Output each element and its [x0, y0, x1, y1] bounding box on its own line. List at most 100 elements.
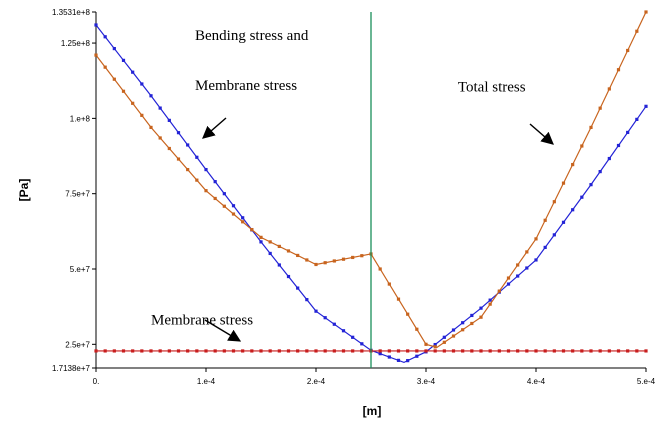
series-point: [140, 82, 144, 86]
series-point: [396, 297, 401, 301]
series-point: [378, 349, 382, 353]
series-point: [259, 349, 263, 353]
series-point: [396, 349, 401, 353]
series-point: [250, 349, 254, 353]
series-point: [231, 212, 236, 216]
series-point: [277, 263, 281, 267]
series-point: [589, 183, 593, 187]
series-point: [314, 349, 318, 353]
series-point: [176, 131, 181, 135]
series-point: [103, 349, 107, 353]
series-point: [424, 342, 428, 346]
series-point: [250, 227, 254, 232]
series-point: [103, 65, 107, 69]
series-point: [131, 70, 135, 74]
series-point: [607, 156, 611, 161]
series-point: [360, 254, 364, 258]
annotation-arrow: [529, 123, 554, 145]
series-point: [626, 130, 630, 135]
series-point: [296, 349, 300, 353]
series-point: [451, 334, 456, 338]
annotation-text: Membrane stress: [151, 313, 253, 329]
series-point: [158, 349, 162, 353]
series-point: [589, 349, 593, 353]
series-point: [644, 104, 648, 108]
series-point: [323, 349, 327, 353]
series-point: [470, 321, 474, 326]
series-point: [598, 106, 602, 110]
annotation-text: Bending stress and: [195, 28, 309, 44]
series-point: [525, 266, 529, 270]
series-point: [396, 358, 401, 362]
series-point: [580, 195, 584, 199]
series-point: [167, 118, 171, 122]
series-point: [94, 349, 98, 353]
series-point: [433, 342, 437, 347]
series-point: [231, 204, 236, 208]
x-tick-label: 3.e-4: [417, 377, 436, 386]
series-point: [534, 349, 538, 353]
series-point: [360, 349, 364, 353]
series-point: [231, 349, 236, 353]
series-point: [488, 349, 492, 353]
series-point: [103, 35, 107, 39]
series-point: [149, 125, 153, 130]
series-point: [241, 349, 245, 353]
series-point: [277, 349, 281, 353]
series-point: [571, 349, 575, 353]
series-point: [176, 349, 181, 353]
series-point: [635, 349, 639, 353]
series-point: [635, 117, 639, 121]
series-point: [158, 136, 162, 140]
series-point: [140, 349, 144, 353]
series-point: [506, 282, 511, 286]
series-point: [607, 87, 611, 91]
series-point: [176, 157, 181, 161]
series-point: [341, 349, 346, 353]
series-point: [589, 125, 593, 130]
series-point: [341, 257, 346, 261]
series-point: [626, 48, 630, 53]
series-point: [543, 349, 547, 353]
series-point: [241, 216, 245, 220]
series-point: [195, 155, 199, 159]
series-point: [378, 267, 382, 271]
series-point: [525, 250, 529, 254]
series-point: [259, 240, 263, 244]
series-point: [635, 29, 639, 33]
x-tick-label: 1.e-4: [197, 377, 216, 386]
series-point: [415, 354, 419, 358]
series-point: [626, 349, 630, 353]
series-point: [186, 349, 190, 353]
series-point: [268, 240, 272, 244]
series-point: [204, 167, 208, 172]
series-point: [387, 282, 391, 286]
series-point: [461, 321, 465, 325]
series-point: [112, 349, 116, 353]
series-point: [158, 106, 162, 110]
series-point: [167, 146, 171, 151]
y-tick-label: 1.7138e+7: [52, 364, 91, 373]
series-point: [552, 200, 556, 204]
series-point: [204, 349, 208, 353]
series-point: [543, 218, 547, 222]
series-point: [571, 162, 575, 167]
series-point: [516, 274, 520, 278]
series-point: [497, 289, 501, 293]
series-point: [268, 251, 272, 256]
series-point: [516, 349, 520, 353]
series-point: [506, 276, 511, 280]
series-point: [360, 342, 364, 346]
series-point: [149, 349, 153, 353]
series-point: [442, 335, 446, 339]
x-tick-label: 0.: [93, 377, 100, 386]
series-point: [415, 349, 419, 353]
series-point: [479, 306, 483, 310]
series-point: [561, 349, 566, 353]
series-point: [616, 143, 621, 148]
y-tick-label: 1.e+8: [70, 114, 91, 123]
series-point: [488, 302, 492, 306]
series-point: [314, 309, 318, 313]
series-point: [442, 349, 446, 353]
series-point: [644, 349, 648, 353]
